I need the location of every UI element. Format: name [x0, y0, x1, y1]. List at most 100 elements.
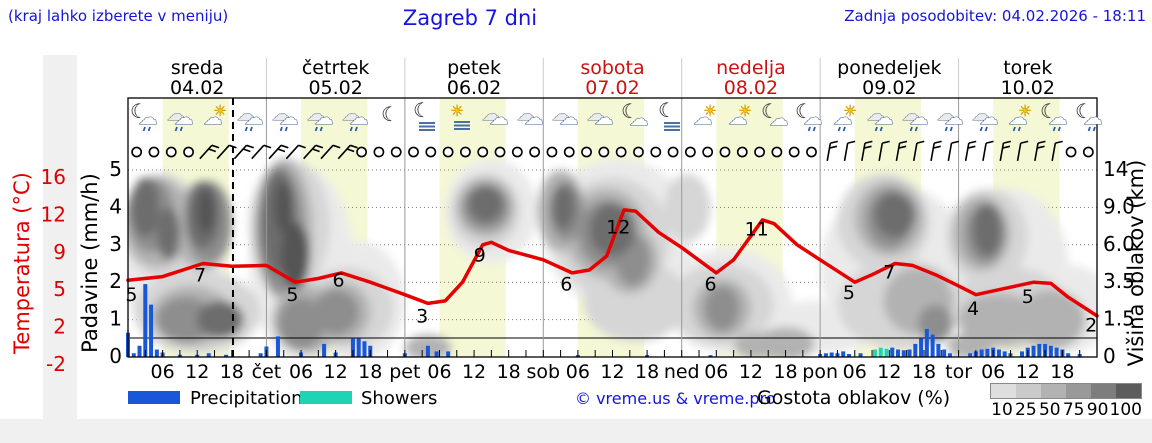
wind-barb-icon [843, 140, 856, 162]
svg-text:2: 2 [53, 315, 66, 339]
svg-text:☀: ☀ [213, 102, 226, 120]
legend-row: Precipitation Showers © vreme.us & vreme… [0, 383, 1152, 420]
cloud-scale-value: 10 [991, 400, 1013, 420]
svg-text:☾: ☾ [795, 99, 813, 123]
wind-calm-icon [771, 146, 783, 158]
day-name: petek [447, 57, 501, 79]
day-date: 08.02 [724, 77, 778, 99]
svg-text:☁: ☁ [560, 107, 579, 129]
wind-calm-icon [736, 146, 748, 158]
svg-text:12: 12 [1016, 361, 1040, 383]
left-axis-labels: 5 4 3 2 1 0 16 12 9 5 2 -2 [41, 157, 122, 376]
svg-text:☁: ☁ [972, 104, 990, 125]
cloud-density-scale-cells [990, 383, 1142, 399]
svg-text:☁: ☁ [552, 104, 570, 125]
svg-text:6: 6 [560, 273, 572, 295]
svg-text:11: 11 [745, 218, 769, 240]
svg-text:4: 4 [109, 194, 122, 218]
wind-barb-icon [303, 144, 324, 160]
wind-calm-icon [754, 146, 765, 158]
cloud-scale-value: 50 [1038, 400, 1061, 420]
cloud-scale-cell [991, 384, 1016, 398]
svg-text:1: 1 [109, 307, 122, 331]
day-date: 07.02 [585, 77, 639, 99]
svg-text:☁: ☁ [525, 107, 544, 129]
wind-barb-icon [216, 144, 237, 160]
weather-icon-cloud-sun: ☀☁ [203, 102, 227, 130]
weather-icon-clouds-drizzle: ☁☁ [167, 104, 194, 132]
wind-calm-icon [563, 146, 575, 158]
wind-symbols-row [131, 140, 1094, 162]
temperature-curve [126, 208, 1099, 318]
wind-barb-icon [982, 140, 994, 162]
svg-text:☁: ☁ [595, 107, 614, 129]
svg-text:☁: ☁ [902, 104, 920, 125]
cloud-scale-cell [1041, 384, 1066, 398]
svg-text:☁: ☁ [280, 107, 299, 129]
wind-barb-icon [1051, 140, 1063, 162]
svg-text:☁: ☁ [175, 107, 194, 129]
weather-icon-sun-cloud: ☀☁ [728, 102, 752, 130]
wind-calm-icon [650, 146, 662, 158]
svg-text:18: 18 [497, 361, 521, 383]
wind-calm-icon [408, 146, 419, 158]
weather-icon-clouds: ☁☁ [587, 104, 615, 130]
svg-text:☁: ☁ [490, 107, 509, 129]
svg-text:18: 18 [358, 361, 382, 383]
weather-icon-clouds-drizzle: ☁☁ [972, 104, 999, 132]
weather-icon-clouds-drizzle: ☁☁ [937, 104, 964, 132]
wind-barb-icon [861, 140, 873, 162]
svg-text:☾: ☾ [381, 102, 399, 126]
wind-calm-icon [719, 146, 731, 158]
wind-calm-icon [183, 146, 194, 158]
svg-text:06: 06 [981, 361, 1005, 383]
wind-barb-icon [1016, 140, 1029, 162]
day-name: nedelja [716, 57, 786, 79]
wind-calm-icon [1065, 146, 1077, 158]
cloud-scale-value: 90 [1086, 400, 1109, 420]
wind-barb-icon [337, 144, 358, 160]
weather-icon-moon-cloud-drizzle: ☾☁ [1075, 99, 1103, 132]
weather-icon-clouds: ☁☁ [482, 104, 510, 130]
svg-text:6.0: 6.0 [1103, 232, 1135, 256]
svg-text:9: 9 [474, 245, 486, 267]
svg-text:18: 18 [773, 361, 797, 383]
svg-text:☁: ☁ [342, 104, 360, 125]
day-date: 10.02 [1001, 77, 1055, 99]
svg-text:5: 5 [53, 277, 66, 301]
svg-text:☀: ☀ [843, 102, 856, 120]
svg-text:☁: ☁ [729, 107, 748, 129]
wind-calm-icon [148, 146, 160, 158]
credit-text: © vreme.us & vreme.pro [575, 389, 776, 408]
svg-text:☁: ☁ [139, 107, 158, 129]
page-title: Zagreb 7 dni [402, 6, 538, 30]
last-update-text: Zadnja posodobitev: 04.02.2026 - 18:11 [844, 7, 1146, 25]
wind-barb-icon [826, 140, 838, 162]
wind-barb-icon [895, 140, 908, 162]
weather-icon-clouds-drizzle: ☁☁ [902, 104, 929, 132]
wind-calm-icon [373, 146, 385, 158]
svg-text:☀: ☀ [703, 102, 716, 120]
wind-calm-icon [546, 146, 558, 158]
svg-text:☀: ☀ [1018, 102, 1031, 120]
svg-text:5: 5 [286, 284, 298, 306]
svg-text:☁: ☁ [910, 107, 929, 129]
svg-text:14: 14 [1103, 157, 1128, 181]
precipitation-legend-label: Precipitation [190, 388, 303, 409]
wind-calm-icon [529, 146, 541, 158]
precipitation-swatch [128, 391, 180, 404]
weather-icon-moon-cloud-drizzle: ☾☁ [1040, 99, 1068, 132]
svg-text:☁: ☁ [804, 107, 823, 129]
svg-text:☁: ☁ [937, 104, 955, 125]
wind-barb-icon [251, 144, 272, 160]
cloud-scale-value: 75 [1062, 400, 1085, 420]
wind-barb-icon [878, 140, 890, 162]
svg-text:12: 12 [739, 361, 763, 383]
day-name: četrtek [302, 57, 370, 79]
wind-calm-icon [425, 146, 437, 158]
wind-calm-icon [702, 146, 714, 158]
svg-text:5: 5 [843, 282, 855, 304]
day-name: sobota [580, 57, 644, 79]
